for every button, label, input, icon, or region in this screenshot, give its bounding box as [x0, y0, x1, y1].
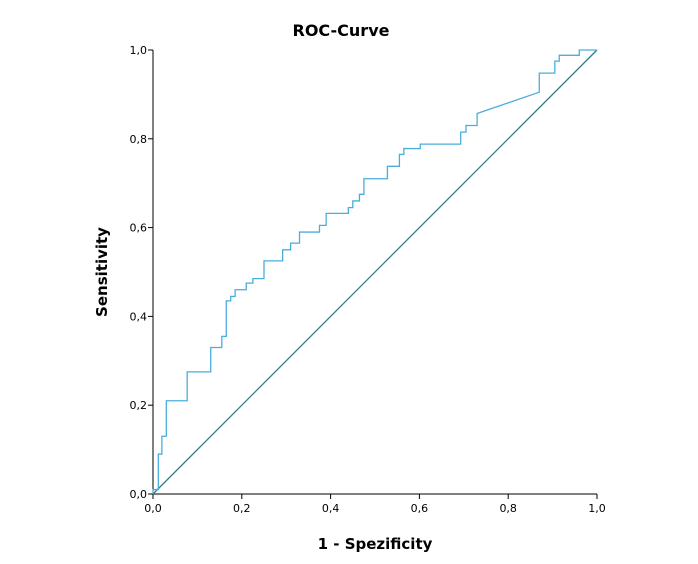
y-tick-label: 0,0 — [130, 488, 148, 501]
reference-diagonal-line — [152, 49, 598, 495]
x-tick-label: 0,8 — [499, 502, 517, 515]
x-axis-label: 1 - Spezificity — [318, 535, 433, 553]
y-tick-label: 1,0 — [130, 44, 148, 57]
x-tick-label: 0,6 — [411, 502, 429, 515]
y-tick-label: 0,8 — [130, 133, 148, 146]
axes — [152, 50, 597, 495]
y-axis-label: Sensitivity — [93, 227, 111, 317]
x-tick-label: 1,0 — [588, 502, 606, 515]
chart-title: ROC-Curve — [293, 21, 390, 40]
y-tick-label: 0,4 — [130, 310, 148, 323]
tick-labels: 0,0 0,2 0,4 0,6 0,8 1,0 0,0 0,2 0,4 0,6 0,8 1,0 — [130, 44, 606, 515]
plot-lines — [152, 49, 598, 495]
x-tick-label: 0,0 — [144, 502, 162, 515]
x-tick-label: 0,4 — [322, 502, 340, 515]
roc-curve-line — [152, 49, 597, 494]
y-tick-label: 0,6 — [130, 222, 148, 235]
y-tick-label: 0,2 — [130, 399, 148, 412]
x-tick-label: 0,2 — [233, 502, 251, 515]
